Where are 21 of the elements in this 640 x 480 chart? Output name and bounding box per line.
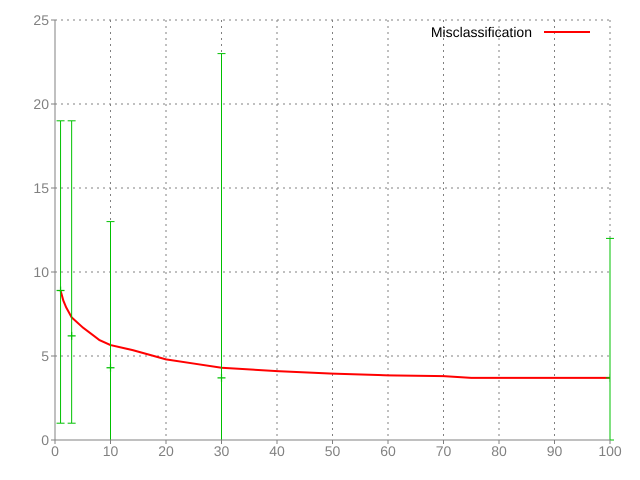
point	[106, 364, 114, 372]
x-tick-label: 40	[269, 442, 285, 459]
x-tick-label: 0	[51, 442, 60, 459]
y-tick-label: 25	[33, 12, 50, 28]
x-tick-label: 10	[102, 442, 118, 459]
point	[68, 332, 76, 340]
x-tick-label: 50	[324, 442, 340, 459]
x-tick-label: 80	[491, 442, 507, 459]
y-tick-label: 15	[33, 180, 50, 196]
x-tick-label: 30	[214, 442, 230, 459]
y-tick-label: 20	[33, 96, 50, 112]
x-tick-label: 60	[380, 442, 396, 459]
x-tick-label: 70	[436, 442, 452, 459]
legend-label: Misclassification	[430, 24, 532, 40]
x-tick-label: 100	[598, 442, 622, 459]
x-tick-label: 90	[546, 442, 562, 459]
y-tick-label: 0	[41, 432, 50, 448]
y-tick-label: 10	[33, 264, 50, 280]
y-tick-label: 5	[41, 348, 50, 364]
x-tick-label: 20	[158, 442, 174, 459]
point	[218, 374, 226, 382]
